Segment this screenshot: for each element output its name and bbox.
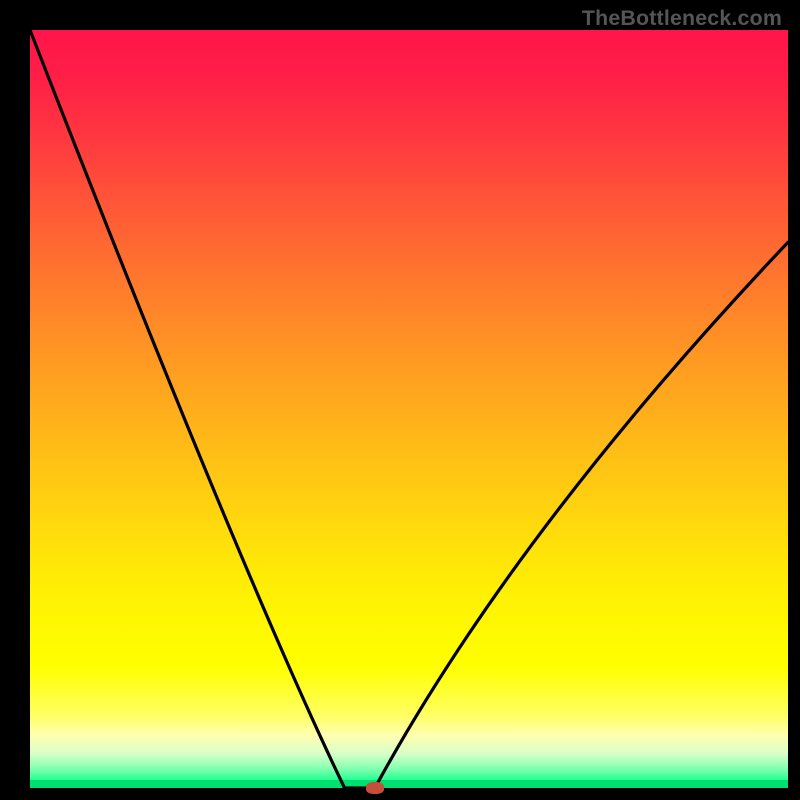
optimum-marker bbox=[366, 782, 384, 794]
curve-layer bbox=[30, 30, 788, 788]
bottleneck-curve bbox=[30, 30, 788, 788]
watermark-text: TheBottleneck.com bbox=[582, 6, 782, 31]
plot-area bbox=[30, 30, 788, 788]
